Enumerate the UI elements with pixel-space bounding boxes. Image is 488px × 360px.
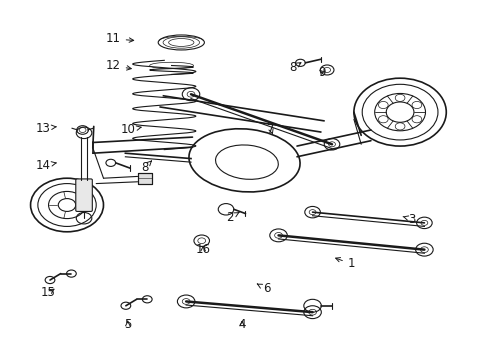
Text: 12: 12 xyxy=(105,59,131,72)
Text: 8: 8 xyxy=(141,161,151,174)
Text: 11: 11 xyxy=(105,32,133,45)
Text: 8: 8 xyxy=(289,61,300,74)
Text: 14: 14 xyxy=(35,159,56,172)
Text: 7: 7 xyxy=(267,123,274,136)
Text: 2: 2 xyxy=(226,211,239,224)
Text: 3: 3 xyxy=(402,213,415,226)
Text: 13: 13 xyxy=(35,122,56,135)
Text: 9: 9 xyxy=(318,66,325,79)
Text: 15: 15 xyxy=(41,286,56,299)
Text: 5: 5 xyxy=(124,318,131,331)
Text: 4: 4 xyxy=(238,318,245,331)
Text: 10: 10 xyxy=(120,123,141,136)
Text: 6: 6 xyxy=(257,283,269,296)
Text: 16: 16 xyxy=(195,243,210,256)
Polygon shape xyxy=(137,173,152,184)
Text: 1: 1 xyxy=(335,257,354,270)
FancyBboxPatch shape xyxy=(76,179,92,211)
